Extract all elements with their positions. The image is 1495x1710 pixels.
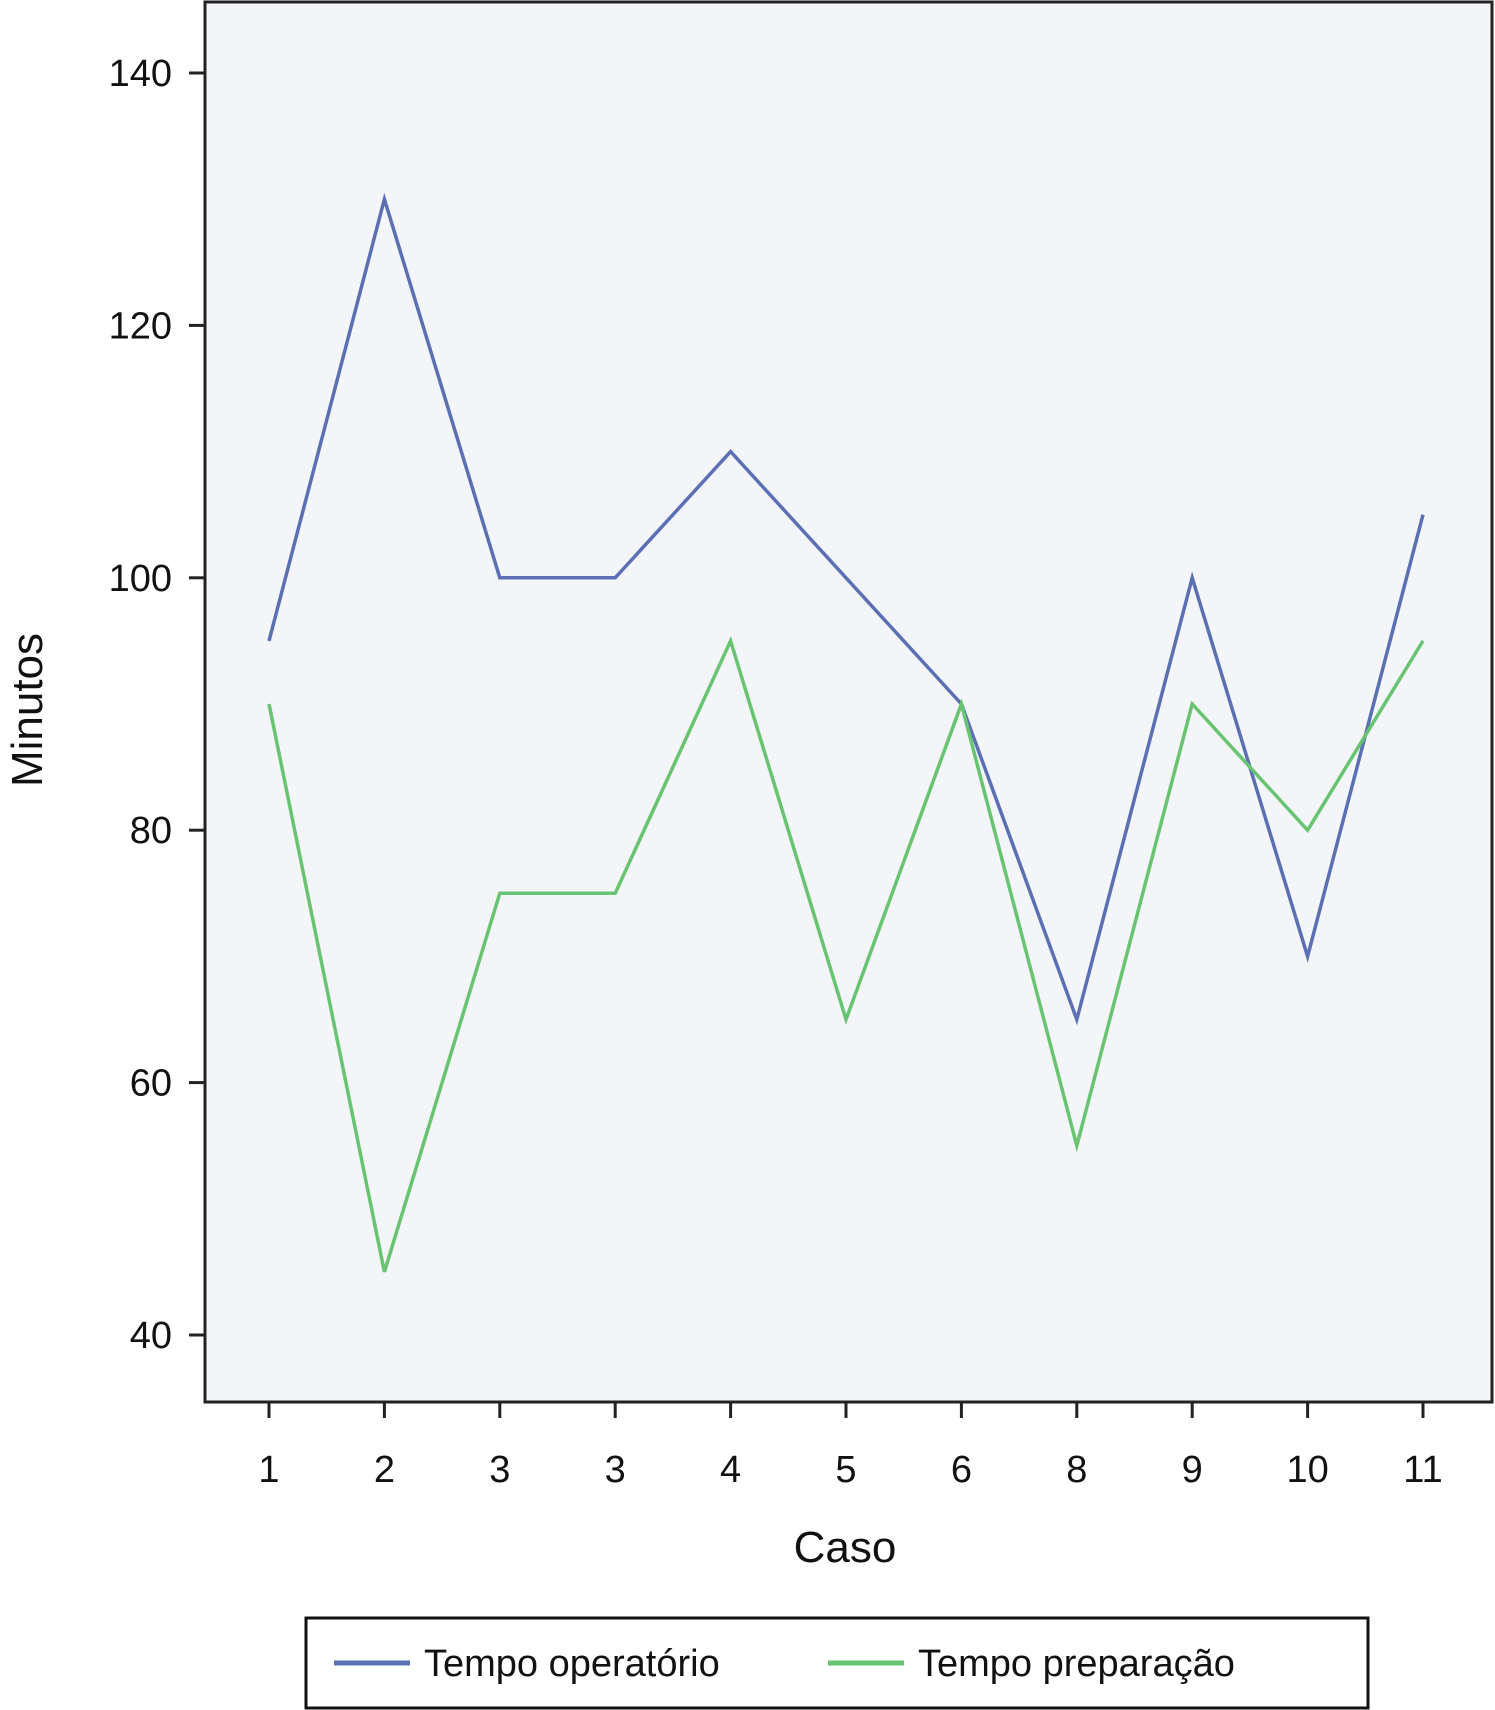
x-tick-label: 3 [489, 1449, 510, 1491]
x-tick-label: 9 [1182, 1449, 1203, 1491]
x-axis-title: Caso [794, 1523, 897, 1572]
y-tick-label: 80 [130, 810, 172, 852]
x-tick-label: 8 [1066, 1449, 1087, 1491]
y-axis-title: Minutos [3, 633, 52, 787]
y-tick-label: 120 [109, 305, 172, 347]
x-tick-label: 1 [258, 1449, 279, 1491]
x-tick-label: 2 [374, 1449, 395, 1491]
legend-label: Tempo operatório [424, 1643, 720, 1685]
x-tick-label: 10 [1286, 1449, 1328, 1491]
y-tick-label: 100 [109, 558, 172, 600]
y-tick-label: 140 [109, 53, 172, 95]
series-line-1 [267, 192, 1425, 1026]
series-layer [267, 192, 1425, 1273]
x-axis: 1 2 3 3 4 5 6 8 9 10 11 [258, 1402, 1443, 1491]
x-tick-label: 11 [1403, 1449, 1442, 1491]
plot-area [203, 0, 1494, 1404]
legend: Tempo operatório Tempo preparação [304, 1616, 1370, 1710]
y-axis: 40 60 80 100 120 140 [109, 53, 205, 1357]
series-line-2 [267, 635, 1425, 1273]
x-tick-label: 3 [605, 1449, 626, 1491]
x-tick-label: 6 [951, 1449, 972, 1491]
x-tick-label: 5 [835, 1449, 856, 1491]
y-tick-label: 60 [130, 1063, 172, 1105]
legend-label: Tempo preparação [918, 1643, 1235, 1685]
x-tick-label: 4 [720, 1449, 741, 1491]
y-tick-label: 40 [130, 1315, 172, 1357]
